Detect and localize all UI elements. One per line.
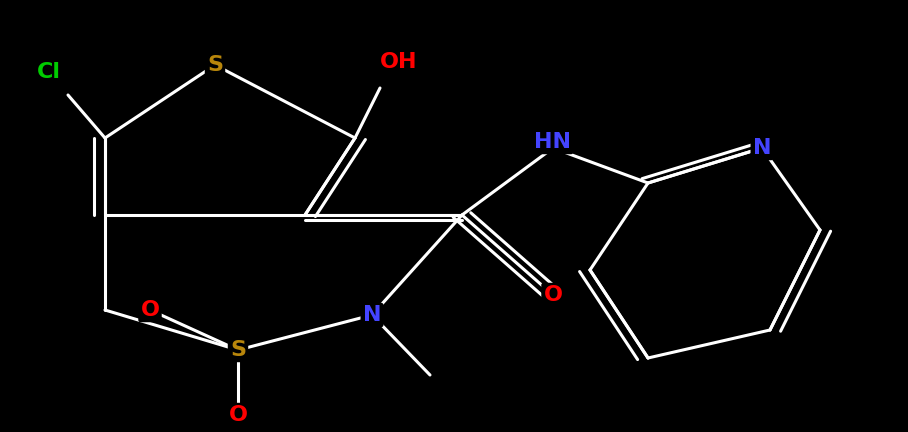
Text: N: N <box>753 138 771 158</box>
Text: OH: OH <box>380 52 418 72</box>
Text: N: N <box>363 305 381 325</box>
Text: O: O <box>229 405 248 425</box>
Text: O: O <box>544 285 562 305</box>
Text: HN: HN <box>534 132 571 152</box>
Text: Cl: Cl <box>37 62 61 82</box>
Text: S: S <box>207 55 223 75</box>
Text: S: S <box>230 340 246 360</box>
Text: O: O <box>141 300 160 320</box>
Text: S: S <box>207 55 223 75</box>
